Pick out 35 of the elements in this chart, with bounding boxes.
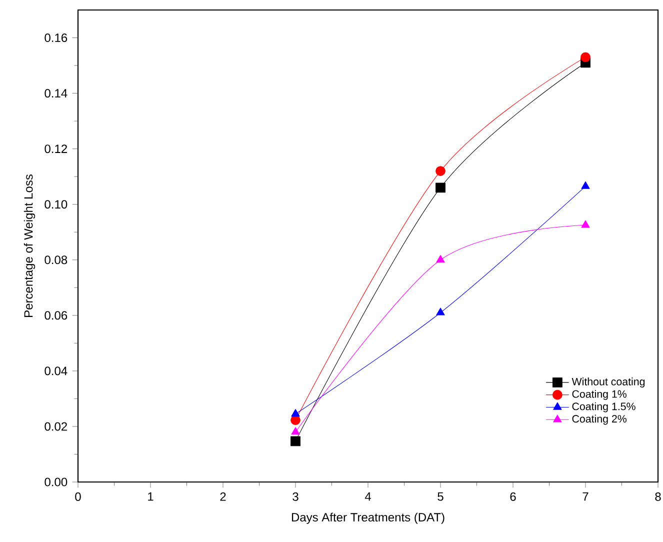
- y-tick-label: 0.00: [44, 478, 68, 486]
- y-tick-label: 0.02: [44, 422, 67, 431]
- point: [436, 166, 446, 176]
- point: [436, 254, 445, 262]
- x-tick-label: 0: [75, 492, 81, 501]
- x-tick-label: 4: [364, 492, 371, 501]
- x-tick-label: 2: [220, 492, 226, 501]
- legend-label: Coating 1%: [572, 390, 626, 400]
- y-tick-label: 0.14: [44, 89, 68, 98]
- y-tick-label: 0.08: [44, 256, 68, 264]
- point: [291, 409, 300, 417]
- x-tick-label: 5: [438, 492, 444, 501]
- x-tick-label: 6: [510, 492, 516, 501]
- point: [581, 220, 590, 228]
- y-tick-label: 0.10: [44, 200, 68, 209]
- y-axis-title: Percentage of Weight Loss: [24, 174, 36, 317]
- y-tick-label: 0.04: [44, 366, 68, 376]
- x-tick-label: 7: [582, 492, 588, 501]
- point: [290, 415, 300, 426]
- point: [291, 427, 300, 435]
- y-tick-label: 0.16: [44, 34, 68, 42]
- x-axis-title: Days After Treatments (DAT): [292, 512, 444, 524]
- x-tick-label: 8: [655, 492, 661, 501]
- legend-label: Coating 2%: [572, 414, 626, 425]
- point: [436, 182, 446, 193]
- point: [290, 436, 300, 446]
- point: [580, 52, 590, 62]
- x-tick-label: 1: [148, 492, 154, 501]
- y-tick-label: 0.06: [44, 311, 68, 320]
- x-tick-label: 3: [292, 492, 298, 501]
- legend-label: Coating 1.5%: [572, 402, 636, 412]
- y-tick-label: 0.12: [44, 144, 67, 154]
- point: [436, 308, 445, 316]
- legend-label: Without coating: [572, 378, 645, 388]
- point: [581, 181, 590, 189]
